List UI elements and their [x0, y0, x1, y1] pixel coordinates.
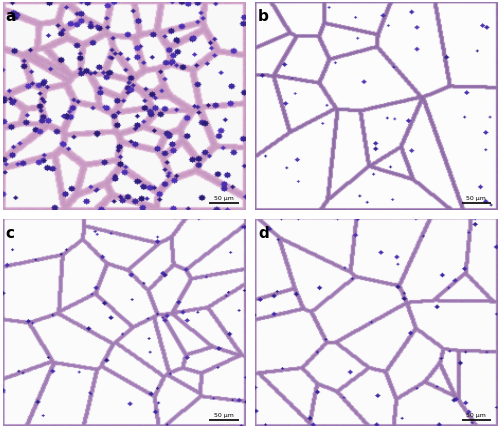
Text: a: a: [6, 9, 16, 24]
Text: c: c: [6, 226, 15, 241]
Text: 50 μm: 50 μm: [466, 413, 486, 418]
Text: d: d: [258, 226, 269, 241]
Text: 50 μm: 50 μm: [214, 413, 234, 418]
Text: 50 μm: 50 μm: [214, 196, 234, 201]
Text: 50 μm: 50 μm: [466, 196, 486, 201]
Text: b: b: [258, 9, 269, 24]
